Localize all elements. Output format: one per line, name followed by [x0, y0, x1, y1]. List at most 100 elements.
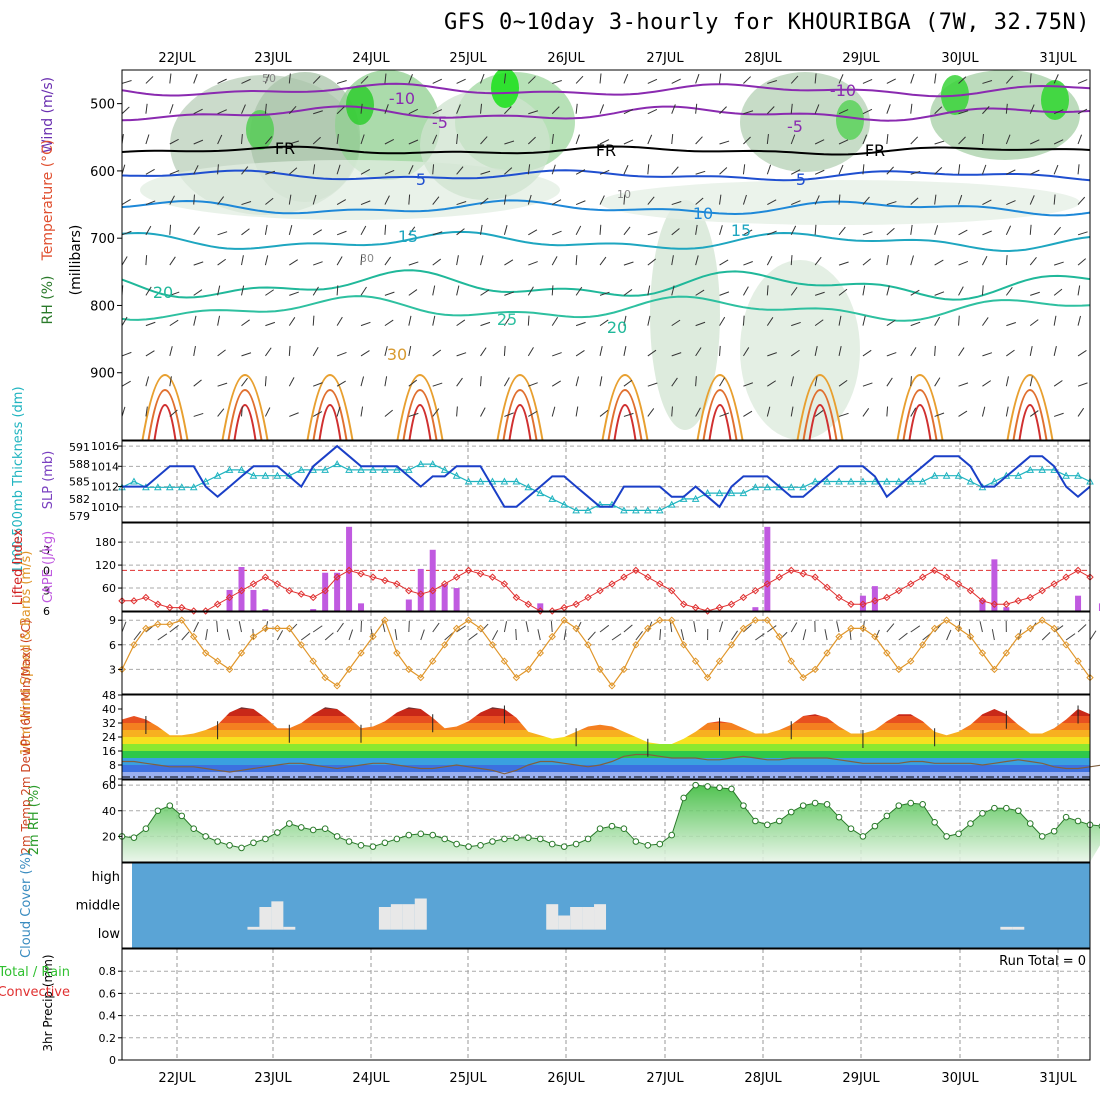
wind10-line-point [584, 641, 592, 649]
wind-barb [456, 319, 466, 327]
thickness-line-point [249, 471, 258, 479]
wind-barb [575, 349, 585, 357]
wind-barb [456, 406, 458, 417]
wind-barb [838, 288, 848, 296]
wind-barb [432, 382, 443, 387]
wind-barb [814, 169, 825, 175]
wind-barb [766, 134, 769, 145]
wind-barb [599, 319, 609, 327]
wind10-barb [205, 629, 208, 641]
wind10-barb [537, 629, 541, 641]
wind-barb [910, 289, 920, 296]
rh-line-point [548, 840, 556, 848]
wind-barb [647, 134, 653, 145]
wind-barb [886, 201, 897, 206]
thickness-line-point [823, 477, 831, 485]
wind-barb [1005, 287, 1013, 296]
thickness-line-point [321, 465, 330, 473]
wind-barb [193, 379, 202, 387]
wind-barb [241, 78, 251, 84]
wind-barb [671, 406, 673, 417]
wind-barb [432, 231, 443, 236]
lifted-index-line-point [835, 593, 843, 602]
warm-lobe-contour [306, 374, 354, 440]
wind-barb [1030, 139, 1040, 145]
y-tick-label: 0.2 [99, 1032, 117, 1045]
y-tick-label: 24 [102, 731, 116, 744]
thickness-line-point [632, 506, 640, 514]
wind-barb [217, 382, 228, 387]
cloud-middle-bar [1012, 926, 1025, 930]
wind-barb [958, 410, 968, 417]
wind10-barb [836, 621, 840, 633]
wind10-line-point [847, 624, 855, 633]
wind-barb [599, 291, 610, 296]
wind-barb [838, 74, 844, 84]
thickness-line-point [201, 477, 210, 485]
wind10-line-point [966, 632, 975, 641]
wind-barb [288, 167, 298, 175]
rh-line-point [680, 794, 687, 802]
lifted-index-line-point [512, 593, 521, 602]
wind10-line-point [452, 624, 461, 633]
wind-barb [934, 73, 937, 84]
wind10-line-point [572, 624, 580, 633]
wind-barb [264, 376, 267, 387]
wind10-barb [432, 622, 440, 633]
panel-frame-wind [121, 611, 1091, 695]
rh-line-point [811, 799, 819, 807]
wind-barb [838, 315, 842, 326]
rh-line-point [178, 812, 186, 820]
wind-barb [360, 286, 367, 296]
wind-barb [432, 315, 436, 326]
wind-barb [1006, 200, 1016, 206]
wind-barb [122, 351, 132, 357]
wind-barb [551, 106, 560, 115]
wind-barb [791, 321, 801, 327]
thickness-line-point [524, 483, 533, 491]
cloud-middle-bar [582, 907, 595, 930]
wind-barb [145, 200, 156, 206]
panel-frame-cloud [121, 862, 1091, 949]
wind-barb [336, 406, 341, 417]
wind-barb [408, 379, 418, 387]
rh-line-point [405, 831, 413, 839]
y-tick-label: 900 [90, 367, 115, 382]
warm-lobe-contour [708, 404, 732, 440]
panel-frame-precip [121, 948, 1091, 1061]
thickness-line-point [500, 477, 509, 485]
temp-contour [122, 145, 1090, 156]
wind10-barb [743, 624, 752, 633]
thickness-line-point [787, 483, 796, 491]
wind-barb [767, 80, 778, 84]
rh-line-point [704, 783, 711, 790]
rh-line-point [859, 833, 867, 840]
warm-lobe-contour [796, 374, 844, 440]
temp-contour [122, 82, 1090, 98]
cloud-middle-bar [378, 907, 391, 930]
wind-barb [552, 230, 562, 236]
wind-barb [265, 136, 273, 145]
wind-barb [313, 110, 323, 115]
thickness-line-point [261, 471, 270, 479]
temp-band [122, 765, 1090, 772]
wind-barb [623, 74, 629, 84]
rh-line-point [190, 825, 198, 832]
wind-barb [217, 258, 227, 266]
rh-line-point [871, 822, 879, 830]
wind-barb [288, 225, 293, 235]
lifted-index-line-point [703, 607, 712, 615]
lifted-index-line-point [942, 573, 951, 581]
wind10-line-point [1050, 624, 1058, 633]
wind-barb [886, 134, 889, 145]
thickness-line-point [512, 477, 521, 485]
rh-line-point [835, 813, 843, 821]
wind-barb [1006, 169, 1016, 175]
lifted-index-line-point [476, 570, 485, 578]
wind-barb [982, 352, 993, 357]
wind-barb [647, 285, 651, 296]
wind-barb [408, 194, 411, 205]
wind-barb [503, 194, 507, 205]
wind10-barb [587, 631, 596, 641]
contour-label: -10 [389, 89, 415, 108]
